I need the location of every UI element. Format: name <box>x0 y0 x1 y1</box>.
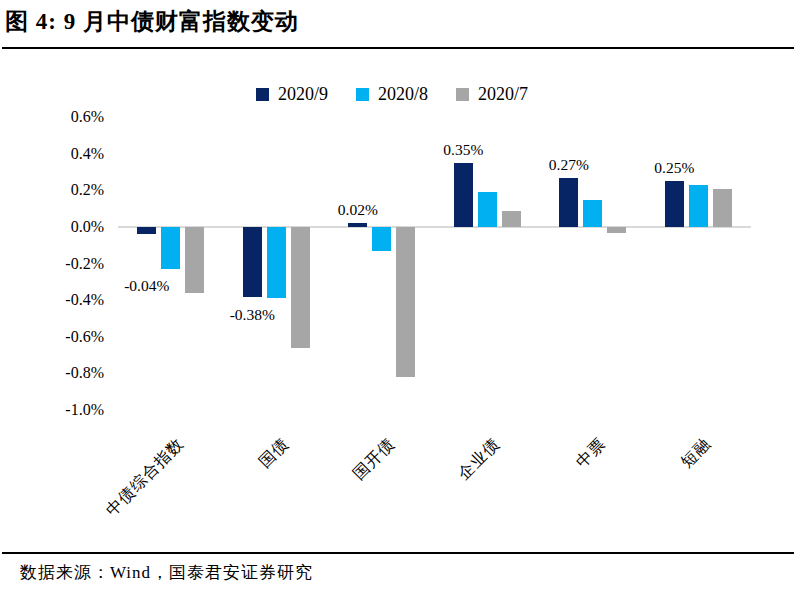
y-tick-label: -1.0% <box>32 401 104 419</box>
bar-2020/7-中债综合指数 <box>185 227 204 293</box>
figure-title: 图 4: 9 月中债财富指数变动 <box>5 6 299 37</box>
bar-data-label: 0.35% <box>423 141 503 159</box>
legend-label: 2020/7 <box>478 85 528 103</box>
bar-data-label: 0.02% <box>318 201 398 219</box>
bar-2020/8-国开债 <box>372 227 391 251</box>
bar-data-label: -0.04% <box>107 277 187 295</box>
bar-2020/8-短融 <box>689 185 708 227</box>
legend-item: 2020/8 <box>356 85 428 103</box>
bar-2020/7-国开债 <box>396 227 415 377</box>
y-tick-label: 0.4% <box>32 145 104 163</box>
bar-2020/8-企业债 <box>478 192 497 227</box>
bar-2020/9-企业债 <box>454 163 473 227</box>
chart-legend: 2020/9 2020/8 2020/7 <box>256 85 528 103</box>
bar-2020/8-中票 <box>583 200 602 227</box>
y-tick-label: -0.6% <box>32 328 104 346</box>
zero-axis-line <box>118 226 751 228</box>
bar-2020/9-国开债 <box>348 223 367 227</box>
legend-swatch-2020/7 <box>456 88 469 101</box>
y-tick-label: -0.4% <box>32 291 104 309</box>
y-tick-label: 0.6% <box>32 108 104 126</box>
bar-2020/7-中票 <box>607 227 626 233</box>
bar-2020/9-短融 <box>665 181 684 227</box>
bar-2020/8-中债综合指数 <box>161 227 180 269</box>
title-rule <box>2 47 794 49</box>
figure-page: 图 4: 9 月中债财富指数变动 2020/9 2020/8 2020/7 0.6%… <box>0 0 797 608</box>
bar-data-label: -0.38% <box>212 306 292 324</box>
bar-data-label: 0.25% <box>634 159 714 177</box>
bar-2020/8-国债 <box>267 227 286 298</box>
bar-2020/9-中票 <box>559 178 578 227</box>
legend-item: 2020/9 <box>256 85 328 103</box>
y-tick-label: -0.8% <box>32 364 104 382</box>
footer-rule <box>2 552 794 554</box>
bar-2020/7-企业债 <box>502 211 521 228</box>
legend-swatch-2020/9 <box>256 88 269 101</box>
y-tick-label: 0.0% <box>32 218 104 236</box>
legend-label: 2020/8 <box>378 85 428 103</box>
legend-item: 2020/7 <box>456 85 528 103</box>
y-tick-label: -0.2% <box>32 255 104 273</box>
data-source: 数据来源：Wind，国泰君安证券研究 <box>20 561 313 584</box>
bar-data-label: 0.27% <box>529 156 609 174</box>
bar-2020/9-中债综合指数 <box>137 227 156 234</box>
bar-2020/7-短融 <box>713 189 732 227</box>
y-tick-label: 0.2% <box>32 181 104 199</box>
bar-2020/9-国债 <box>243 227 262 297</box>
legend-label: 2020/9 <box>278 85 328 103</box>
legend-swatch-2020/8 <box>356 88 369 101</box>
bar-2020/7-国债 <box>291 227 310 348</box>
